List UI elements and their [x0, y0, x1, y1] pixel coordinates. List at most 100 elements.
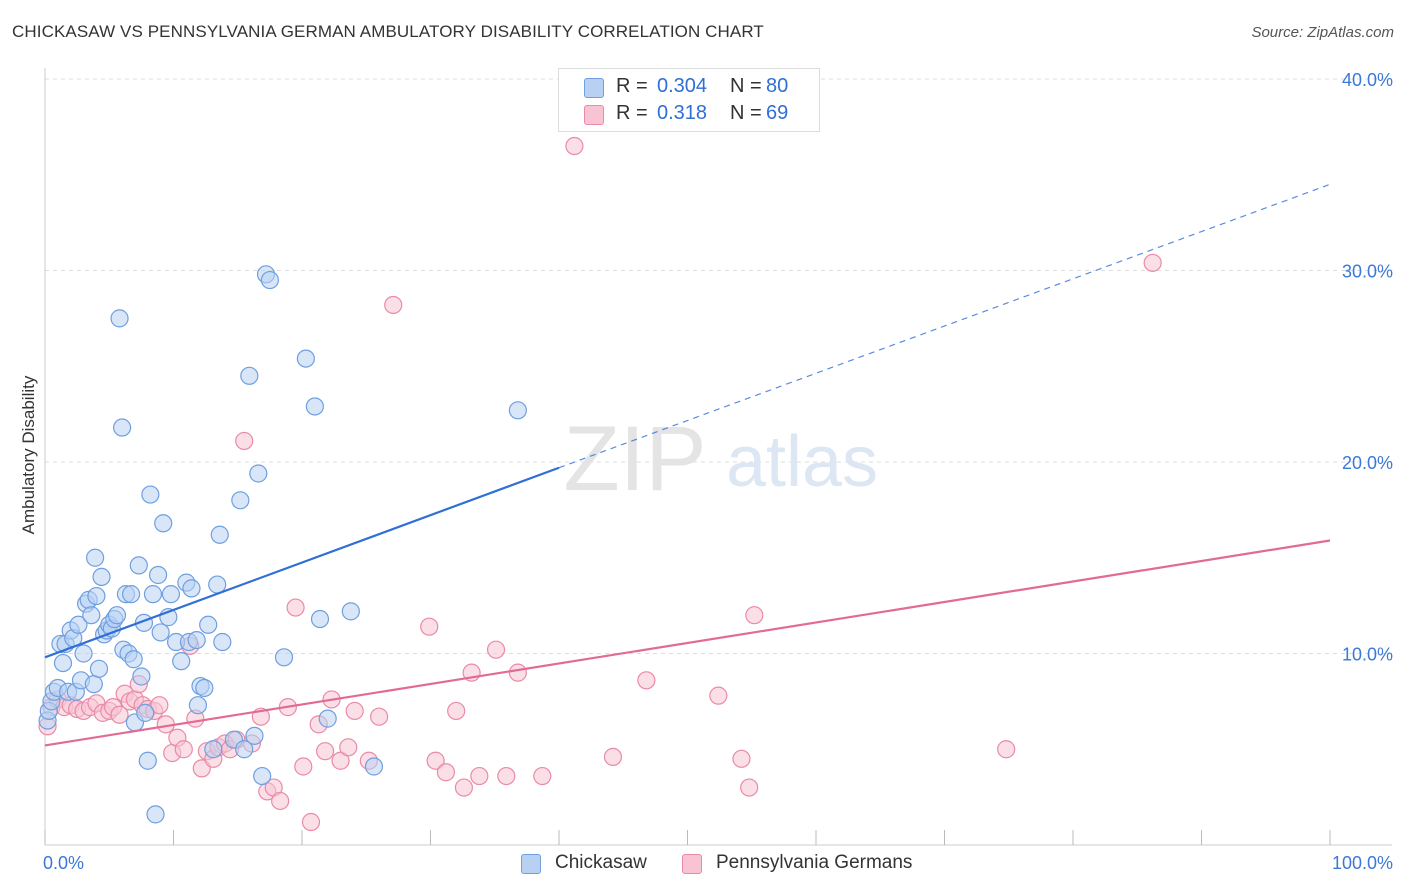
chickasaw-point	[132, 667, 151, 686]
chickasaw-point	[74, 644, 93, 663]
pennsylvania-german-point	[370, 707, 389, 726]
chickasaw-point	[199, 615, 218, 634]
tick-labels: 10.0% 20.0% 30.0% 40.0% 0.0% 100.0%	[43, 70, 1393, 873]
x-tick-label: 0.0%	[43, 853, 84, 873]
chickasaw-point	[148, 565, 168, 585]
chickasaw-point	[141, 485, 160, 504]
watermark-atlas: atlas	[726, 422, 878, 502]
pennsylvania-german-point	[732, 749, 751, 768]
x-tick-label: 100.0%	[1332, 853, 1393, 873]
pennsylvania-german-point	[533, 766, 552, 786]
y-tick-label: 40.0%	[1342, 70, 1393, 90]
legend-swatch-chickasaw	[521, 854, 541, 874]
watermark-zip: ZIP	[563, 408, 706, 510]
pennsylvania-germans-trend-line	[44, 539, 1331, 747]
source-label: Source: ZipAtlas.com	[1251, 24, 1394, 41]
pennsylvania-german-point	[294, 757, 313, 776]
chickasaw-point	[253, 766, 272, 786]
chickasaw-point	[318, 709, 337, 728]
chickasaw-point	[69, 615, 88, 634]
chickasaw-point	[161, 585, 181, 604]
pennsylvania-german-point	[235, 431, 254, 451]
pennsylvania-german-point	[454, 778, 474, 797]
chickasaw-point	[89, 659, 109, 678]
chickasaw-point	[172, 652, 191, 671]
axes	[44, 68, 1392, 846]
chickasaw-point	[235, 740, 254, 759]
pennsylvania-german-point	[497, 766, 516, 786]
pennsylvania-german-point	[384, 295, 403, 315]
y-tick-label: 20.0%	[1342, 453, 1393, 473]
chickasaw-point	[124, 650, 143, 669]
chickasaw-point	[296, 349, 315, 368]
pennsylvania-german-point	[470, 766, 489, 786]
chickasaw-point	[210, 525, 229, 544]
pennsylvania-german-point	[174, 740, 193, 759]
chickasaw-point	[245, 726, 264, 745]
pennsylvania-german-point	[486, 640, 506, 659]
chickasaw-point	[364, 757, 384, 776]
chickasaw-point	[112, 418, 132, 437]
watermark: ZIP atlas	[563, 408, 878, 510]
chickasaw-point	[305, 397, 324, 416]
chickasaw-point	[154, 514, 173, 533]
chickasaw-point	[87, 586, 106, 606]
pennsylvania-german-point	[508, 663, 527, 682]
chickasaw-point	[107, 606, 127, 625]
pennsylvania-german-point	[426, 751, 445, 770]
chickasaw-point	[151, 623, 170, 642]
chickasaw-point	[92, 567, 111, 587]
legend-swatch-pennsylvania-germans	[584, 105, 604, 125]
legend-label-chickasaw: Chickasaw	[555, 852, 647, 873]
n-value: 80	[766, 75, 789, 97]
chart-title: CHICKASAW VS PENNSYLVANIA GERMAN AMBULAT…	[12, 22, 764, 41]
trend-layer	[44, 183, 1331, 747]
chickasaw-point	[187, 630, 206, 650]
legend-row-pennsylvania-germans: R = 0.318 N = 69	[559, 102, 819, 128]
correlation-legend: R = 0.304 N = 80 R = 0.318 N = 69	[558, 68, 820, 132]
chickasaw-point	[195, 678, 214, 698]
pennsylvania-german-point	[1143, 253, 1162, 272]
legend-row-chickasaw: R = 0.304 N = 80	[559, 75, 819, 101]
legend-label-pennsylvania-germans: Pennsylvania Germans	[716, 852, 913, 873]
pennsylvania-german-point	[316, 742, 335, 761]
chickasaw-point	[110, 309, 129, 328]
r-value: 0.304	[656, 75, 708, 97]
n-label: N =	[730, 75, 762, 97]
pennsylvania-german-point	[740, 778, 759, 797]
chickasaw-point	[143, 585, 163, 604]
grid-lines	[45, 78, 1392, 654]
series-layer	[38, 136, 1162, 832]
chickasaw-trend-extension	[558, 183, 1331, 469]
chickasaw-point	[508, 401, 527, 420]
chickasaw-point	[86, 548, 105, 567]
pennsylvania-german-point	[345, 701, 364, 721]
chickasaw-point	[310, 609, 330, 629]
pennsylvania-german-point	[420, 617, 439, 636]
pennsylvania-german-point	[709, 686, 728, 705]
pennsylvania-german-point	[286, 598, 305, 617]
chickasaw-point	[82, 606, 101, 625]
pennsylvania-german-point	[997, 740, 1016, 759]
chickasaw-point	[182, 579, 201, 598]
pennsylvania-german-point	[436, 763, 456, 782]
pennsylvania-german-point	[637, 671, 656, 690]
chickasaw-point	[249, 464, 268, 483]
pennsylvania-german-point	[301, 812, 321, 832]
pennsylvania-german-point	[745, 606, 764, 625]
chickasaw-point	[121, 585, 141, 604]
pennsylvania-german-point	[339, 738, 358, 757]
pennsylvania-german-point	[603, 747, 623, 767]
legend-swatch-chickasaw	[584, 78, 604, 98]
y-axis-label: Ambulatory Disability	[19, 375, 38, 534]
r-value: 0.318	[656, 102, 708, 124]
pennsylvania-german-point	[110, 705, 129, 724]
chickasaw-trend-line	[44, 466, 560, 659]
chickasaw-point	[231, 491, 250, 510]
series-legend: Chickasaw Pennsylvania Germans	[0, 852, 1406, 878]
chickasaw-point	[53, 653, 73, 673]
y-tick-label: 10.0%	[1342, 645, 1393, 665]
pennsylvania-german-point	[565, 136, 584, 156]
series-pennsylvania-germans	[38, 136, 1162, 832]
